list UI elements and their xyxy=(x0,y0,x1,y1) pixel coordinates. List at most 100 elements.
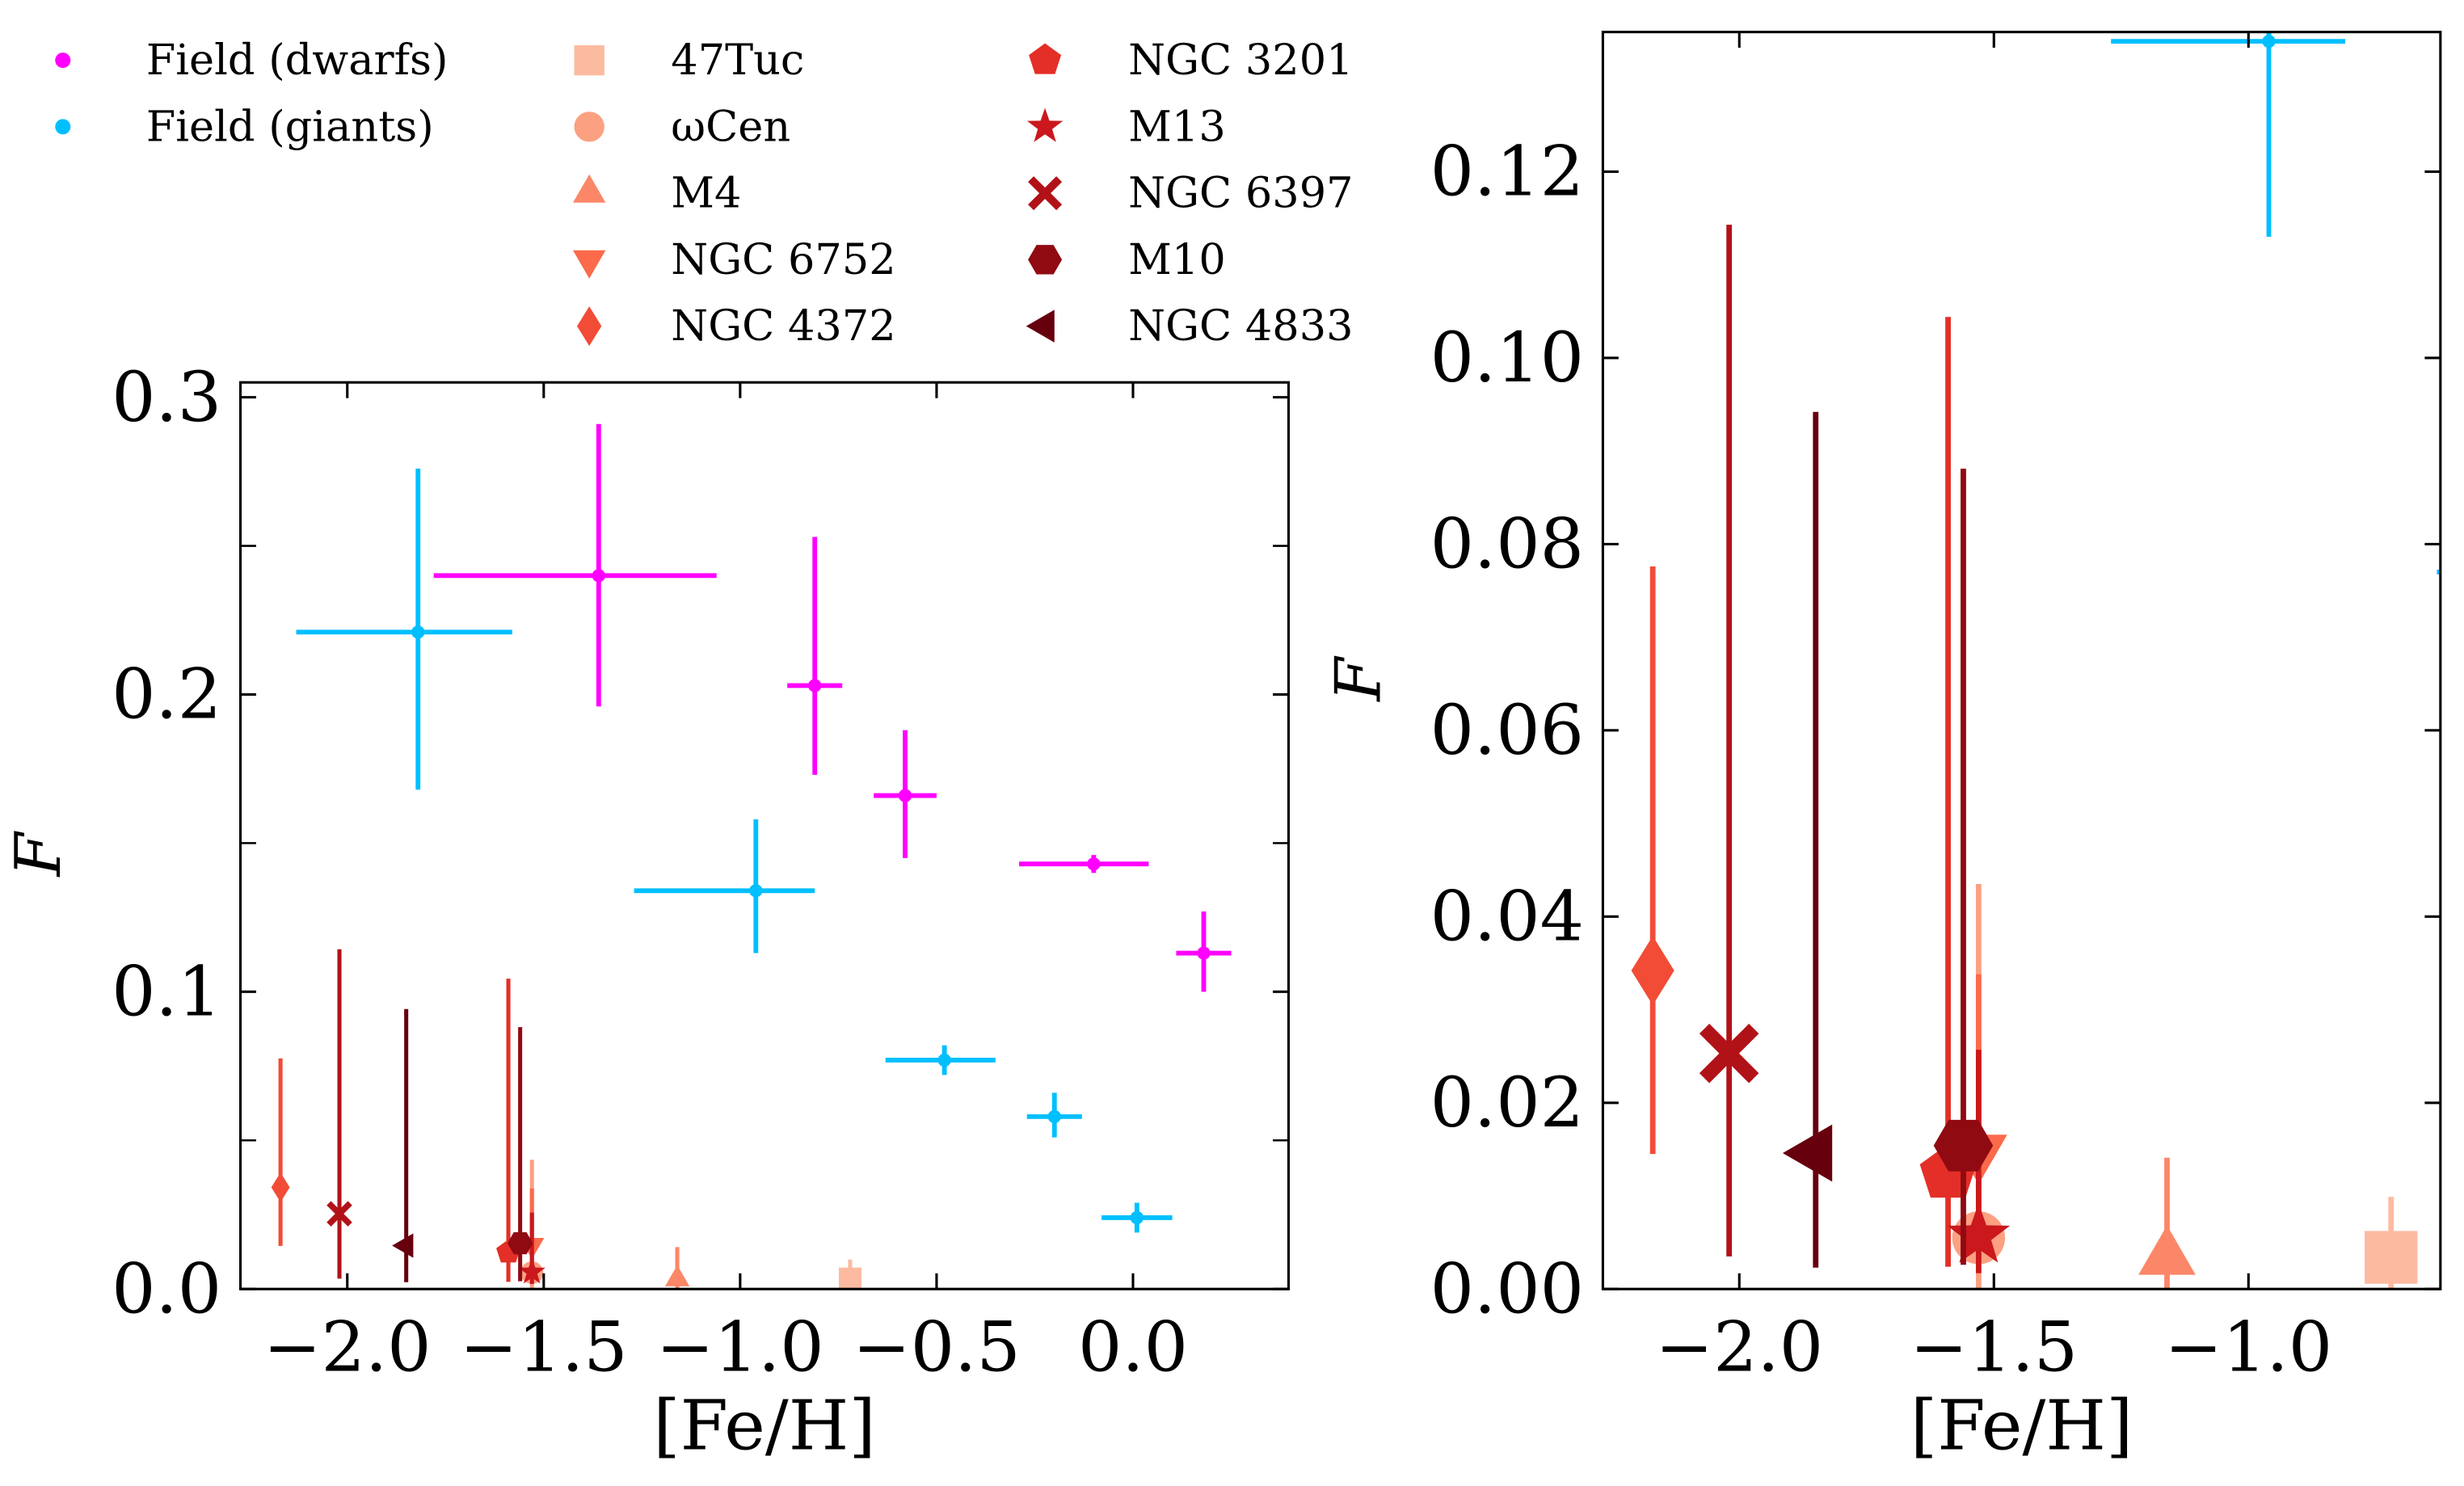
legend-label: NGC 4372 xyxy=(671,301,895,351)
plot-area xyxy=(1631,0,2464,1290)
data-point xyxy=(1130,1210,1144,1225)
legend-item: M4 xyxy=(572,169,741,218)
legend-marker xyxy=(572,250,606,279)
x-tick-label: −2.0 xyxy=(263,1307,432,1387)
legend-label: 47Tuc xyxy=(671,36,804,85)
series-field-giants- xyxy=(2111,32,2441,575)
data-point xyxy=(2365,1231,2418,1284)
legend-label: Field (giants) xyxy=(146,102,434,151)
legend-label: ωCen xyxy=(671,102,790,151)
legend-label: M13 xyxy=(1128,102,1226,151)
series-ngc-4372 xyxy=(271,1058,290,1246)
legend-label: Field (dwarfs) xyxy=(146,36,449,85)
series-ngc-4372 xyxy=(1631,566,1674,1155)
y-tick-label: 0.08 xyxy=(1430,505,1584,585)
x-tick-label: −1.5 xyxy=(1910,1307,2078,1387)
series-field-dwarfs- xyxy=(1851,0,2464,358)
data-point xyxy=(392,1233,414,1258)
legend-marker xyxy=(1028,176,1063,211)
data-point xyxy=(326,1201,352,1227)
data-point xyxy=(898,789,912,802)
data-point xyxy=(838,1267,861,1290)
data-point xyxy=(411,625,425,639)
legend-marker xyxy=(574,112,604,142)
data-point xyxy=(664,1265,690,1286)
legend-marker xyxy=(1026,309,1055,343)
legend-marker xyxy=(1026,107,1064,142)
data-point xyxy=(1631,936,1674,1006)
data-point xyxy=(507,1231,533,1255)
legend-item: NGC 4372 xyxy=(577,301,896,351)
series-47tuc xyxy=(838,1259,861,1290)
legend-item: NGC 6397 xyxy=(1028,169,1354,218)
data-point xyxy=(749,884,763,898)
y-tick-label: 0.0 xyxy=(112,1249,221,1329)
legend-label: M4 xyxy=(671,169,741,218)
legend-label: NGC 6397 xyxy=(1128,169,1353,218)
legend-item: Field (dwarfs) xyxy=(55,36,448,85)
legend-marker xyxy=(574,44,604,76)
series-m10 xyxy=(507,1027,533,1282)
series-field-giants- xyxy=(296,468,1173,1233)
y-tick-label: 0.06 xyxy=(1430,691,1584,771)
left-axes: −2.0 −1.5 −1.0 −0.5 0.0 0.0 0.1 0.2 0.3 [Fe/H] F xyxy=(2,358,1291,1467)
right-axes: −2.0 −1.5 −1.0 0.00 0.02 0.04 0.06 0.08 0.10 0.12… xyxy=(1322,0,2464,1467)
y-tick-label: 0.3 xyxy=(112,358,221,438)
data-point xyxy=(518,1257,545,1284)
legend-marker xyxy=(55,53,71,69)
legend-marker xyxy=(1029,43,1062,74)
series-47tuc xyxy=(2365,1197,2418,1290)
x-tick-label: −2.0 xyxy=(1655,1307,1823,1387)
y-tick-label: 0.04 xyxy=(1430,877,1584,957)
x-axis-label: [Fe/H] xyxy=(1910,1387,2133,1467)
legend-marker xyxy=(572,174,606,203)
data-point xyxy=(1782,1124,1833,1182)
data-point xyxy=(808,679,822,692)
series-ngc-4833 xyxy=(392,1008,414,1282)
y-tick-label: 0.1 xyxy=(112,953,221,1033)
series-m4 xyxy=(2138,1157,2196,1290)
plot-area xyxy=(271,423,1232,1290)
series-m4 xyxy=(664,1247,690,1290)
data-point xyxy=(1087,857,1101,871)
data-point xyxy=(2262,34,2276,48)
data-point xyxy=(1933,1119,1994,1172)
data-point xyxy=(1047,1109,1061,1124)
legend-item: NGC 6752 xyxy=(572,235,896,284)
data-point xyxy=(2138,1225,2196,1275)
legend-item: NGC 4833 xyxy=(1026,301,1354,351)
series-ngc-6397 xyxy=(326,949,352,1279)
y-axis-label: F xyxy=(2,831,75,878)
legend-item: M10 xyxy=(1028,235,1226,284)
y-tick-label: 0.2 xyxy=(112,655,221,735)
axes-frame xyxy=(1601,31,2442,1290)
x-tick-label: −0.5 xyxy=(853,1307,1021,1387)
data-point xyxy=(592,569,606,583)
y-tick-label: 0.00 xyxy=(1430,1249,1584,1329)
y-axis-label: F xyxy=(1322,655,1395,703)
data-point xyxy=(1699,1023,1759,1084)
legend-label: NGC 3201 xyxy=(1128,36,1353,85)
x-tick-label: 0.0 xyxy=(1078,1307,1188,1387)
y-tick-label: 0.10 xyxy=(1430,318,1584,398)
data-point xyxy=(937,1053,951,1067)
x-tick-label: −1.5 xyxy=(460,1307,628,1387)
legend-item: ωCen xyxy=(574,102,790,151)
legend-label: NGC 6752 xyxy=(671,235,895,284)
legend-item: NGC 3201 xyxy=(1029,36,1354,85)
series-m10 xyxy=(1933,469,1994,1265)
legend-marker xyxy=(55,119,71,135)
legend-item: M13 xyxy=(1026,102,1226,151)
legend-item: Field (giants) xyxy=(55,102,434,151)
y-tick-label: 0.12 xyxy=(1430,133,1584,213)
legend-label: M10 xyxy=(1128,235,1226,284)
data-point xyxy=(271,1172,290,1202)
series-m13 xyxy=(518,1212,545,1284)
axes-frame xyxy=(238,381,1291,1290)
x-axis-label: [Fe/H] xyxy=(653,1387,875,1467)
series-ngc-6397 xyxy=(1699,225,1759,1257)
series-ngc-4833 xyxy=(1782,411,1833,1268)
x-tick-label: −1.0 xyxy=(2164,1307,2332,1387)
legend-marker xyxy=(577,306,602,347)
